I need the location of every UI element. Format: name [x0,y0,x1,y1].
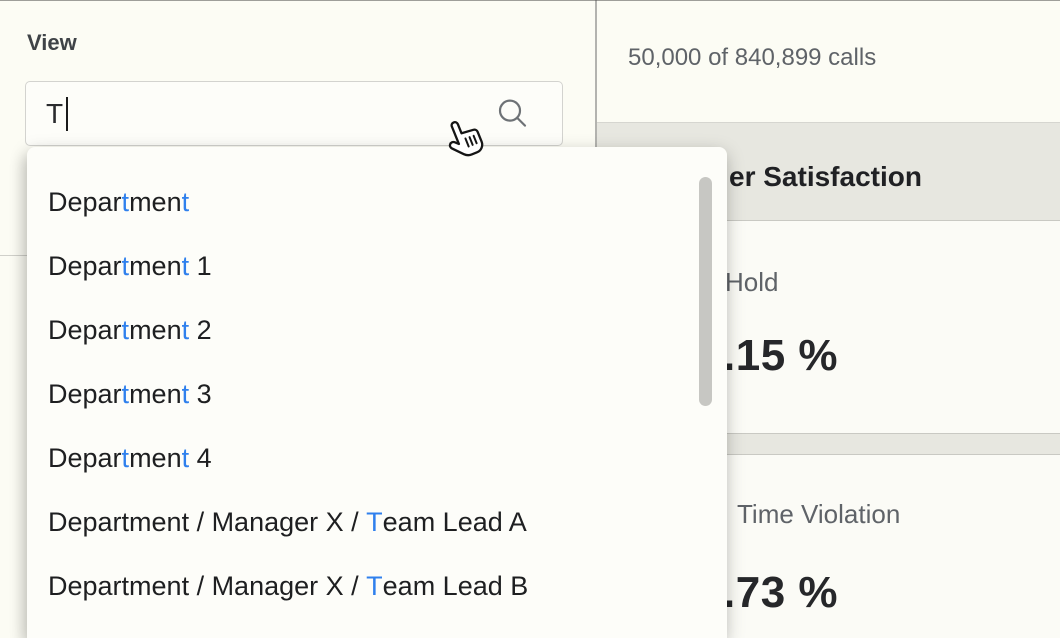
match-highlight: t [121,250,130,281]
item-text: eam Lead A [382,506,527,537]
match-highlight: t [181,442,190,473]
item-text: Depar [48,250,122,281]
view-search-input[interactable]: T [25,81,563,146]
match-highlight: t [181,378,190,409]
view-search-dropdown: Depar t men t Depar t men t 1 Depar t men t 2 Depar t… [27,147,727,638]
calls-summary-text: 50,000 of 840,899 calls [628,44,877,71]
item-text: 1 [189,250,212,281]
item-text: Depar [48,186,122,217]
item-text: men [129,186,182,217]
dropdown-item[interactable]: Depar t men t 4 [27,426,727,490]
top-border-line [0,0,1060,1]
dropdown-item[interactable]: Depar t men t [27,170,727,234]
item-text: eam Lead B [382,570,529,601]
match-highlight: T [366,635,383,638]
match-highlight: T [366,570,383,601]
text-caret [66,96,69,131]
section-title: er Satisfaction [729,161,922,192]
metric-label: Time Violation [737,499,901,529]
match-highlight: t [181,314,190,345]
item-text: men [129,314,182,345]
dropdown-scrollbar-thumb[interactable] [699,177,712,406]
item-text: Depar [48,378,122,409]
item-text: 3 [189,378,212,409]
item-text: Department / Manager X / [48,570,367,601]
match-highlight: t [181,250,190,281]
item-text: men [129,378,182,409]
item-text: men [129,250,182,281]
dropdown-item[interactable]: Depar t men t 3 [27,362,727,426]
item-text: 4 [189,442,212,473]
search-input-value: T [46,97,64,129]
metric-label: Hold [725,267,779,297]
item-text: 2 [189,314,212,345]
metric-value: .73 % [723,568,839,617]
match-highlight: t [121,314,130,345]
match-highlight: t [121,186,130,217]
view-label: View [27,30,77,55]
dropdown-item[interactable]: Depar t men t 2 [27,298,727,362]
match-highlight: t [121,378,130,409]
item-text: Depar [48,442,122,473]
dropdown-item[interactable]: Depar t men t 1 [27,234,727,298]
match-highlight: T [366,506,383,537]
metric-value: .15 % [723,331,839,380]
item-text: Depar [48,314,122,345]
item-text: Department / Manager X / [48,506,367,537]
item-text: eam Lead C [383,635,530,638]
item-text: Department / Manager X / [48,635,366,638]
dropdown-list: Depar t men t Depar t men t 1 Depar t men t 2 Depar t… [27,170,727,638]
match-highlight: t [121,442,130,473]
item-text: men [129,442,182,473]
match-highlight: t [181,186,190,217]
search-icon [496,97,530,136]
